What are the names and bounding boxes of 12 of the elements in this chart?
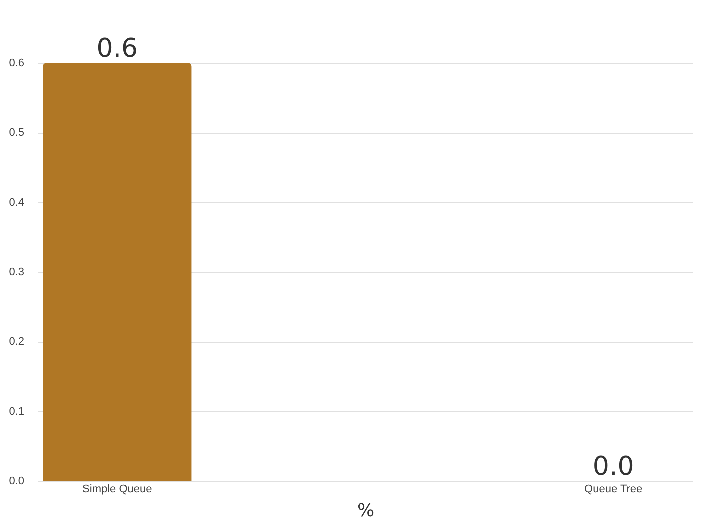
x-tick-label: Queue Tree [584,484,643,496]
y-tick-label: 0.5 [9,127,24,140]
y-tick-label: 0.0 [9,476,24,488]
data-label: 0.6 [96,34,138,64]
x-axis-title: % [357,500,375,522]
y-tick-label: 0.3 [9,266,24,278]
y-tick-label: 0.6 [9,58,24,70]
y-tick-label: 0.1 [9,406,24,418]
data-label: 0.0 [592,452,634,482]
y-tick-label: 0.2 [9,336,24,348]
y-tick-label: 0.4 [9,196,24,209]
x-tick-label: Simple Queue [82,484,152,496]
